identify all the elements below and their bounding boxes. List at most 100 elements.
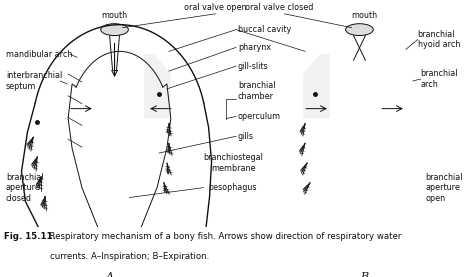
Polygon shape [166,127,171,128]
Polygon shape [166,130,171,131]
Polygon shape [35,183,39,185]
Polygon shape [302,127,307,129]
Polygon shape [40,201,45,203]
Text: Fig. 15.11.: Fig. 15.11. [4,232,56,242]
Polygon shape [165,129,170,130]
Polygon shape [33,164,37,166]
Text: operculum: operculum [238,112,281,121]
Text: pharynx: pharynx [238,43,271,52]
Polygon shape [303,167,308,169]
Polygon shape [167,147,172,148]
Text: buccal cavity: buccal cavity [238,25,291,34]
Polygon shape [37,184,42,185]
Polygon shape [29,140,33,142]
Polygon shape [34,161,38,163]
Polygon shape [298,149,302,152]
Text: branchial
aperture
open: branchial aperture open [426,173,463,202]
Polygon shape [301,150,305,152]
Polygon shape [27,147,32,148]
Polygon shape [166,132,171,133]
Polygon shape [30,163,35,165]
Polygon shape [29,148,34,150]
Polygon shape [301,131,306,132]
Polygon shape [167,127,172,129]
Polygon shape [167,150,172,151]
Polygon shape [301,147,306,149]
Text: gills: gills [238,132,254,141]
Text: mandibular arch: mandibular arch [6,50,72,59]
Polygon shape [168,133,173,134]
Text: A: A [106,271,114,277]
Polygon shape [30,142,35,143]
Polygon shape [169,153,174,154]
Polygon shape [165,166,170,167]
Polygon shape [300,149,304,151]
Text: branchial
aperture
closed: branchial aperture closed [6,173,44,202]
Text: Respiratory mechanism of a bony fish. Arrows show direction of respiratory water: Respiratory mechanism of a bony fish. Ar… [44,232,401,242]
Polygon shape [38,181,43,182]
Bar [345,235,365,240]
Polygon shape [166,148,171,150]
Polygon shape [167,152,172,153]
Polygon shape [166,171,171,173]
Polygon shape [32,163,36,165]
Text: branchial
arch: branchial arch [421,69,458,89]
Polygon shape [166,151,171,152]
Polygon shape [32,166,37,168]
Polygon shape [37,179,41,181]
Polygon shape [26,143,30,145]
Polygon shape [304,186,307,189]
Text: oral valve closed: oral valve closed [245,3,314,12]
Polygon shape [302,188,306,190]
Polygon shape [299,151,303,153]
Polygon shape [306,186,310,188]
Polygon shape [300,147,303,150]
Polygon shape [42,204,47,205]
Polygon shape [28,144,33,146]
Polygon shape [34,162,39,163]
Polygon shape [169,150,173,151]
Polygon shape [305,185,310,188]
Polygon shape [303,165,307,168]
Ellipse shape [346,24,374,35]
Polygon shape [304,188,308,190]
Polygon shape [42,201,47,202]
Polygon shape [165,189,170,190]
Polygon shape [162,186,167,187]
Text: branchial
hyoid arch: branchial hyoid arch [418,30,460,49]
Polygon shape [144,54,171,119]
Polygon shape [301,127,306,129]
Polygon shape [301,167,305,170]
Polygon shape [165,131,170,132]
Polygon shape [41,199,46,201]
Polygon shape [34,168,39,169]
Polygon shape [302,190,307,192]
Text: oral valve open: oral valve open [184,3,246,12]
Ellipse shape [100,24,128,35]
Polygon shape [301,168,306,171]
Polygon shape [301,129,305,131]
Polygon shape [42,206,46,207]
Polygon shape [303,166,307,168]
Polygon shape [27,141,31,144]
Polygon shape [32,161,36,164]
Polygon shape [303,192,308,194]
Polygon shape [301,172,306,174]
Text: B: B [360,271,368,277]
Polygon shape [164,189,168,190]
Polygon shape [164,186,168,187]
Polygon shape [302,170,307,172]
Polygon shape [164,170,169,171]
Polygon shape [27,143,32,145]
Polygon shape [29,139,33,142]
Polygon shape [33,160,37,162]
Polygon shape [303,54,330,119]
Polygon shape [300,153,305,154]
Polygon shape [36,183,41,184]
Polygon shape [306,184,309,187]
Text: interbranchial
septum: interbranchial septum [6,71,62,91]
Polygon shape [37,180,42,182]
Polygon shape [29,145,34,147]
Polygon shape [40,205,45,206]
Polygon shape [39,181,44,182]
